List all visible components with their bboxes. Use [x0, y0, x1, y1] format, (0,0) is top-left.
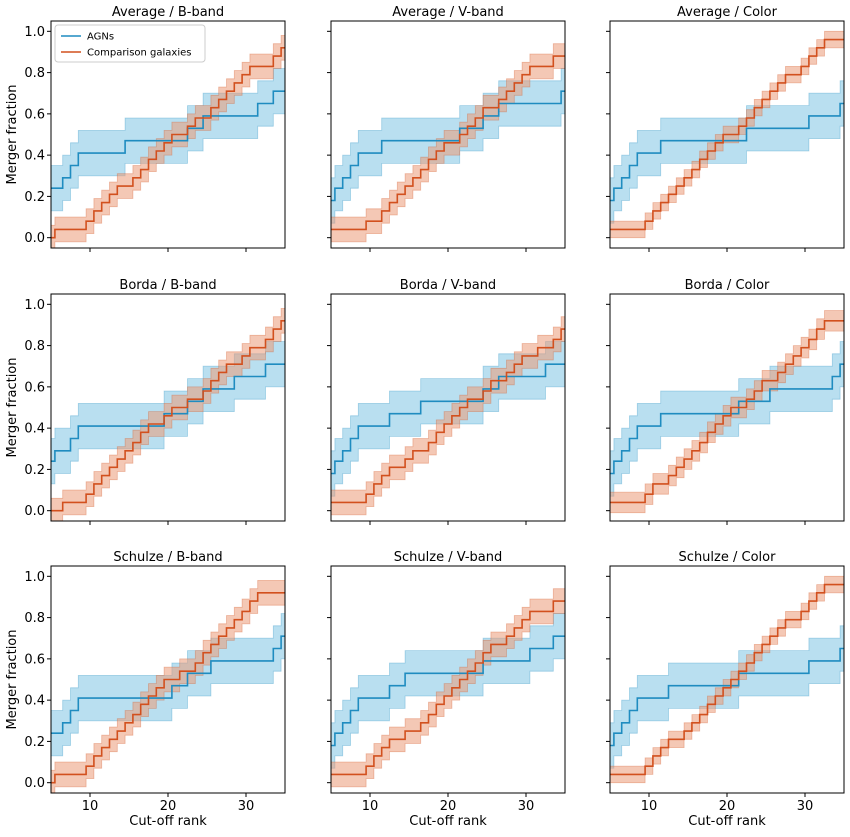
comparison-series-line: [51, 592, 285, 784]
plot-area: [610, 30, 844, 239]
agn-series-line: [331, 90, 565, 202]
panel-2: Average / V-band: [327, 5, 566, 252]
y-axis-label: Merger fraction: [5, 85, 20, 185]
y-tick-label: 0.8: [24, 339, 45, 354]
x-tick-label: 20: [719, 799, 736, 814]
x-tick-label: 30: [238, 799, 255, 814]
panel-7: Schulze / B-band 10 20 30 0.0 0.2 0.4 0.6 0.8 1.0…: [5, 550, 286, 829]
agn-series-line: [51, 635, 285, 734]
plot-area: [51, 580, 285, 793]
agn-series-line: [51, 363, 285, 462]
agn-series-line: [331, 363, 565, 475]
panel-title: Borda / B-band: [119, 278, 216, 293]
panel-title: Borda / Color: [685, 278, 770, 293]
comparison-series-line: [610, 583, 844, 776]
comparison-confidence-band: [610, 310, 844, 514]
panel-6: Borda / Color: [606, 278, 845, 525]
x-axis-label: Cut-off rank: [688, 814, 766, 829]
agn-series-line: [610, 363, 844, 475]
panel-title: Average / B-band: [112, 5, 224, 20]
x-tick-label: 30: [518, 799, 535, 814]
legend-label-comparison: Comparison galaxies: [87, 48, 192, 59]
x-axis-label: Cut-off rank: [129, 814, 207, 829]
agn-confidence-band: [610, 80, 844, 224]
y-tick-label: 0.8: [24, 66, 45, 81]
plot-area: [331, 43, 565, 243]
panel-5: Borda / V-band: [327, 278, 566, 525]
comparison-confidence-band: [331, 316, 565, 516]
plot-area: [51, 308, 285, 521]
agn-series-line: [610, 647, 844, 747]
y-tick-label: 0.6: [24, 380, 45, 395]
y-tick-label: 0.2: [24, 735, 45, 750]
y-tick-label: 0.6: [24, 107, 45, 122]
comparison-series-line: [610, 320, 844, 504]
panel-title: Average / Color: [677, 5, 778, 20]
plot-area: [610, 310, 844, 514]
panel-title: Schulze / Color: [679, 550, 777, 565]
y-tick-label: 0.2: [24, 463, 45, 478]
y-axis-label: Merger fraction: [5, 358, 20, 458]
y-tick-label: 0.4: [24, 694, 45, 709]
panel-3: Average / Color: [606, 5, 845, 252]
panel-8: Schulze / V-band 10 20 30 Cut-off rank: [327, 550, 566, 829]
agn-series-line: [51, 90, 285, 189]
y-axis-label: Merger fraction: [5, 630, 20, 730]
y-tick-label: 0.2: [24, 190, 45, 205]
y-tick-label: 0.0: [24, 776, 45, 791]
y-tick-label: 0.4: [24, 422, 45, 437]
y-tick-label: 1.0: [24, 298, 45, 313]
agn-series-line: [331, 635, 565, 747]
panel-title: Schulze / V-band: [394, 550, 503, 565]
y-tick-label: 0.4: [24, 149, 45, 164]
plot-area: [331, 588, 565, 788]
panel-title: Borda / V-band: [400, 278, 496, 293]
y-tick-label: 0.0: [24, 504, 45, 519]
x-tick-label: 10: [641, 799, 658, 814]
comparison-series-line: [51, 47, 285, 239]
plot-area: [51, 35, 285, 248]
comparison-series-line: [51, 320, 285, 512]
comparison-series-line: [610, 38, 844, 231]
x-tick-label: 10: [82, 799, 99, 814]
agn-confidence-band: [610, 625, 844, 769]
y-tick-label: 0.0: [24, 231, 45, 246]
panel-title: Average / V-band: [392, 5, 504, 20]
panel-title: Schulze / B-band: [113, 550, 222, 565]
x-tick-label: 20: [440, 799, 457, 814]
plot-area: [610, 575, 844, 784]
y-tick-label: 0.8: [24, 611, 45, 626]
legend-box: [54, 24, 206, 63]
panel-1: Average / B-band 0.0 0.2 0.4 0.6 0.8 1.0 Merger…: [5, 5, 286, 252]
y-tick-label: 0.6: [24, 652, 45, 667]
panel-9: Schulze / Color 10 20 30 Cut-off rank: [606, 550, 845, 829]
x-tick-label: 10: [362, 799, 379, 814]
x-axis-label: Cut-off rank: [409, 814, 487, 829]
comparison-series-line: [331, 328, 565, 504]
comparison-series-line: [331, 600, 565, 776]
x-tick-label: 20: [160, 799, 177, 814]
plot-area: [331, 316, 565, 516]
x-tick-label: 30: [797, 799, 814, 814]
legend-label-agn: AGNs: [87, 32, 114, 43]
y-tick-label: 1.0: [24, 570, 45, 585]
comparison-series-line: [331, 55, 565, 231]
agn-series-line: [610, 102, 844, 202]
legend: AGNs Comparison galaxies: [54, 24, 206, 63]
y-tick-label: 1.0: [24, 25, 45, 40]
panel-4: Borda / B-band 0.0 0.2 0.4 0.6 0.8 1.0 Merger f…: [5, 278, 286, 525]
